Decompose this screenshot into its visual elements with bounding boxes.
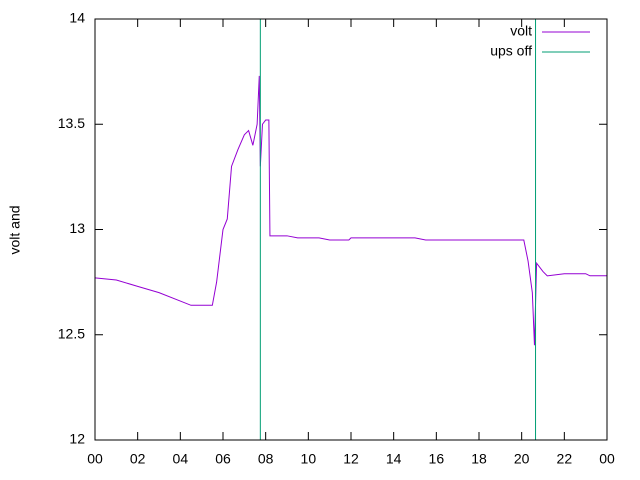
- x-tick-label: 16: [429, 451, 445, 467]
- x-tick-label: 12: [343, 451, 359, 467]
- y-tick-label: 13.5: [58, 115, 85, 131]
- y-tick-label: 12: [69, 431, 85, 447]
- x-tick-label: 10: [301, 451, 317, 467]
- x-tick-label: 18: [471, 451, 487, 467]
- x-tick-label: 14: [386, 451, 402, 467]
- y-tick-label: 12.5: [58, 325, 85, 341]
- y-tick-label: 14: [69, 10, 85, 26]
- x-tick-label: 02: [130, 451, 146, 467]
- legend-label: volt: [510, 23, 532, 39]
- x-tick-label: 04: [173, 451, 189, 467]
- line: [94, 75, 607, 346]
- x-tick-label: 06: [215, 451, 231, 467]
- y-tick-label: 13: [69, 220, 85, 236]
- x-tick-label: 00: [599, 451, 615, 467]
- x-tick-label: 22: [557, 451, 573, 467]
- plot-border: [94, 18, 608, 441]
- x-tick-label: 08: [258, 451, 274, 467]
- y-axis-label: volt and: [7, 205, 23, 254]
- x-tick-label: 00: [87, 451, 103, 467]
- x-tick-label: 20: [514, 451, 530, 467]
- legend-label: ups off: [490, 43, 532, 59]
